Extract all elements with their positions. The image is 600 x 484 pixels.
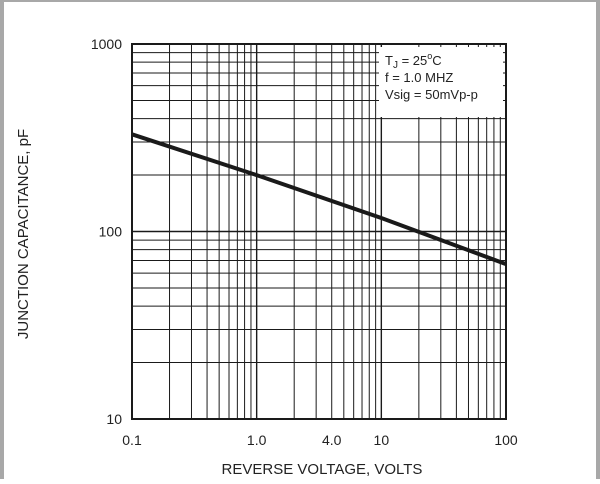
capacitance-curve <box>131 132 507 266</box>
series-layer <box>131 132 507 266</box>
annotation-line: Vsig = 50mVp-p <box>385 87 478 102</box>
annotation-box <box>379 47 503 117</box>
ticks: 0.1 1.0 4.0 10 100 10 100 1000 <box>91 36 518 448</box>
y-tick-label: 10 <box>106 411 122 427</box>
x-tick-label: 4.0 <box>322 432 342 448</box>
x-tick-label: 10 <box>374 432 390 448</box>
x-axis-label: REVERSE VOLTAGE, VOLTS <box>222 461 423 478</box>
grid <box>131 43 507 420</box>
y-axis-label: JUNCTION CAPACITANCE, pF <box>15 129 32 339</box>
x-tick-label: 1.0 <box>247 432 267 448</box>
y-tick-label: 1000 <box>91 36 122 52</box>
plot-border <box>131 43 507 420</box>
annotation-line: TJ = 25oC <box>385 51 442 71</box>
annotation-line: f = 1.0 MHZ <box>385 70 453 85</box>
x-tick-label: 0.1 <box>122 432 142 448</box>
x-tick-label: 100 <box>494 432 518 448</box>
y-tick-label: 100 <box>99 224 123 240</box>
